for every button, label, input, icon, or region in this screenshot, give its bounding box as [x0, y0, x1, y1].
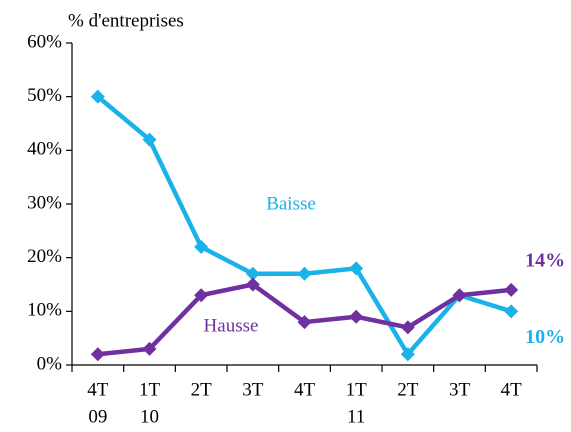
- marker: [400, 320, 415, 335]
- marker: [142, 132, 157, 147]
- x-tick-label: 2T: [397, 379, 419, 400]
- x-tick-label: 4T: [87, 379, 109, 400]
- y-tick-label: 0%: [37, 353, 63, 374]
- x-tick-label: 1T: [346, 379, 368, 400]
- marker: [90, 89, 105, 104]
- series-label: Baisse: [266, 193, 316, 214]
- value-label: 10%: [525, 326, 565, 348]
- x-tick-label: 11: [347, 406, 365, 427]
- y-axis-label: % d'entreprises: [68, 10, 184, 31]
- x-tick-label: 3T: [242, 379, 264, 400]
- marker: [400, 347, 415, 362]
- value-label: 14%: [525, 249, 565, 271]
- y-tick-label: 40%: [27, 139, 62, 160]
- x-tick-label: 2T: [191, 379, 213, 400]
- marker: [452, 288, 467, 303]
- marker: [349, 261, 364, 276]
- y-tick-label: 30%: [27, 192, 62, 213]
- y-tick-label: 60%: [27, 31, 62, 52]
- series-label: Hausse: [204, 315, 259, 336]
- marker: [245, 266, 260, 281]
- marker: [194, 288, 209, 303]
- x-tick-label: 09: [88, 406, 107, 427]
- x-tick-label: 1T: [139, 379, 161, 400]
- y-tick-label: 50%: [27, 85, 62, 106]
- marker: [245, 277, 260, 292]
- marker: [297, 315, 312, 330]
- x-tick-label: 10: [140, 406, 159, 427]
- marker: [142, 341, 157, 356]
- marker: [90, 347, 105, 362]
- marker: [504, 282, 519, 297]
- y-tick-label: 20%: [27, 246, 62, 267]
- x-tick-label: 3T: [449, 379, 471, 400]
- x-tick-label: 4T: [501, 379, 523, 400]
- marker: [297, 266, 312, 281]
- marker: [504, 304, 519, 319]
- marker: [349, 309, 364, 324]
- y-tick-label: 10%: [27, 300, 62, 321]
- marker: [194, 239, 209, 254]
- x-tick-label: 4T: [294, 379, 316, 400]
